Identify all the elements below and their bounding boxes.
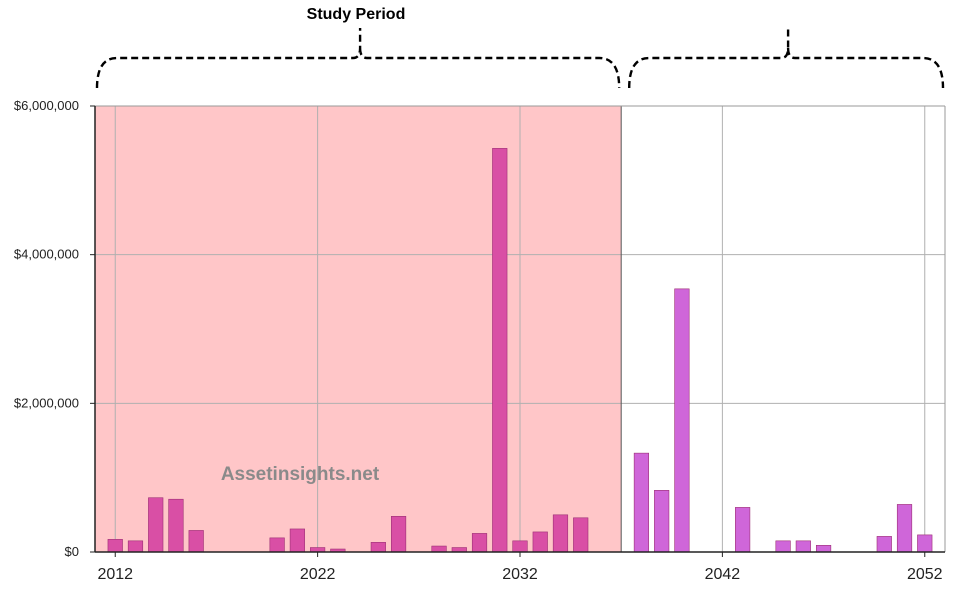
bar-2028 (431, 545, 447, 553)
bar-2015 (168, 498, 184, 553)
y-tick-label: $4,000,000 (14, 247, 79, 262)
period-braces (95, 28, 945, 89)
bar-2052 (917, 534, 933, 553)
bar-2012 (107, 539, 123, 553)
bar-2047 (815, 545, 832, 553)
bar-2014 (148, 497, 164, 553)
x-tick-label: 2052 (907, 566, 943, 583)
bar-2031 (492, 148, 508, 553)
bar-2016 (188, 530, 204, 553)
bar-2033 (532, 531, 548, 553)
x-tick-label: 2022 (300, 566, 336, 583)
bar-2025 (370, 542, 386, 553)
bar-2039 (654, 490, 670, 553)
study-period-label: Study Period (307, 6, 406, 23)
grid-lines (95, 105, 946, 553)
study-period-shading (95, 106, 622, 552)
bar-2034 (552, 514, 569, 553)
bar-2032 (512, 540, 528, 553)
bar-2045 (775, 540, 791, 553)
bar-2020 (269, 537, 285, 553)
y-tick-label: $2,000,000 (14, 395, 79, 410)
bar-2046 (795, 540, 811, 553)
bar-2051 (896, 504, 913, 553)
period-backgrounds (95, 106, 622, 552)
y-tick-label: $6,000,000 (14, 98, 79, 113)
bar-2021 (289, 528, 305, 553)
x-tick-label: 2032 (502, 566, 538, 583)
y-tick-labels: $0 $2,000,000 $4,000,000 $6,000,000 (14, 98, 79, 559)
watermark-text: Assetinsights.net (221, 464, 380, 485)
bars (107, 148, 933, 553)
bar-2030 (471, 533, 488, 553)
bar-2043 (735, 507, 751, 553)
bar-2013 (127, 540, 144, 553)
post-period-brace (627, 28, 945, 89)
bar-2050 (876, 536, 892, 553)
bar-2026 (390, 516, 407, 553)
x-tick-label: 2012 (97, 566, 133, 583)
bar-2040 (674, 288, 690, 553)
study-period-brace (95, 28, 621, 89)
axes (90, 105, 945, 557)
bar-2038 (633, 452, 650, 553)
bar-2035 (573, 517, 589, 553)
x-tick-label: 2042 (705, 566, 741, 583)
y-tick-label: $0 (65, 544, 79, 559)
x-tick-labels: 2012 2022 2032 2042 2052 (97, 566, 942, 583)
